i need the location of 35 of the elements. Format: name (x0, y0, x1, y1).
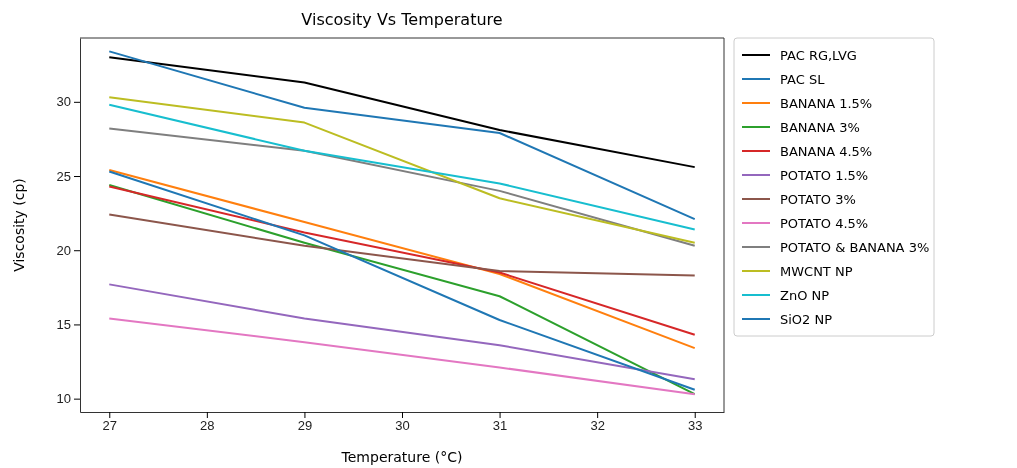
legend-label: BANANA 4.5% (780, 144, 873, 159)
x-tick-label: 33 (687, 418, 703, 434)
line-series (108, 169, 696, 350)
legend-label: POTATO & BANANA 3% (780, 240, 930, 255)
legend-label: PAC RG,LVG (780, 48, 857, 63)
line-series (108, 56, 696, 169)
legend-label: PAC SL (780, 72, 826, 87)
legend-label: BANANA 3% (780, 120, 860, 135)
line-series (108, 127, 696, 247)
line-series (108, 317, 696, 396)
x-tick-label: 28 (200, 418, 215, 434)
x-tick-label: 29 (297, 418, 313, 434)
legend-label: POTATO 3% (780, 192, 856, 207)
legend-label: POTATO 1.5% (780, 168, 869, 183)
y-tick-label: 15 (56, 317, 71, 333)
line-series (108, 185, 696, 336)
legend-label: POTATO 4.5% (780, 216, 869, 231)
legend-label: ZnO NP (780, 288, 830, 303)
x-tick-label: 31 (492, 418, 508, 434)
y-axis-title: Viscosity (cp) (11, 178, 27, 272)
x-tick-label: 32 (590, 418, 605, 434)
legend-label: BANANA 1.5% (780, 96, 873, 111)
y-tick-label: 10 (56, 391, 71, 407)
x-axis-title: Temperature (°C) (340, 449, 463, 465)
y-tick-label: 30 (56, 94, 71, 110)
chart-title: Viscosity Vs Temperature (301, 10, 503, 29)
y-tick-label: 25 (56, 168, 71, 184)
y-tick-label: 20 (56, 242, 71, 258)
x-tick-label: 30 (395, 418, 410, 434)
legend-label: MWCNT NP (780, 264, 853, 279)
line-series (108, 283, 696, 381)
line-series (108, 213, 696, 277)
x-tick-label: 27 (102, 418, 118, 434)
legend-label: SiO2 NP (780, 312, 833, 327)
line-series (108, 50, 696, 221)
